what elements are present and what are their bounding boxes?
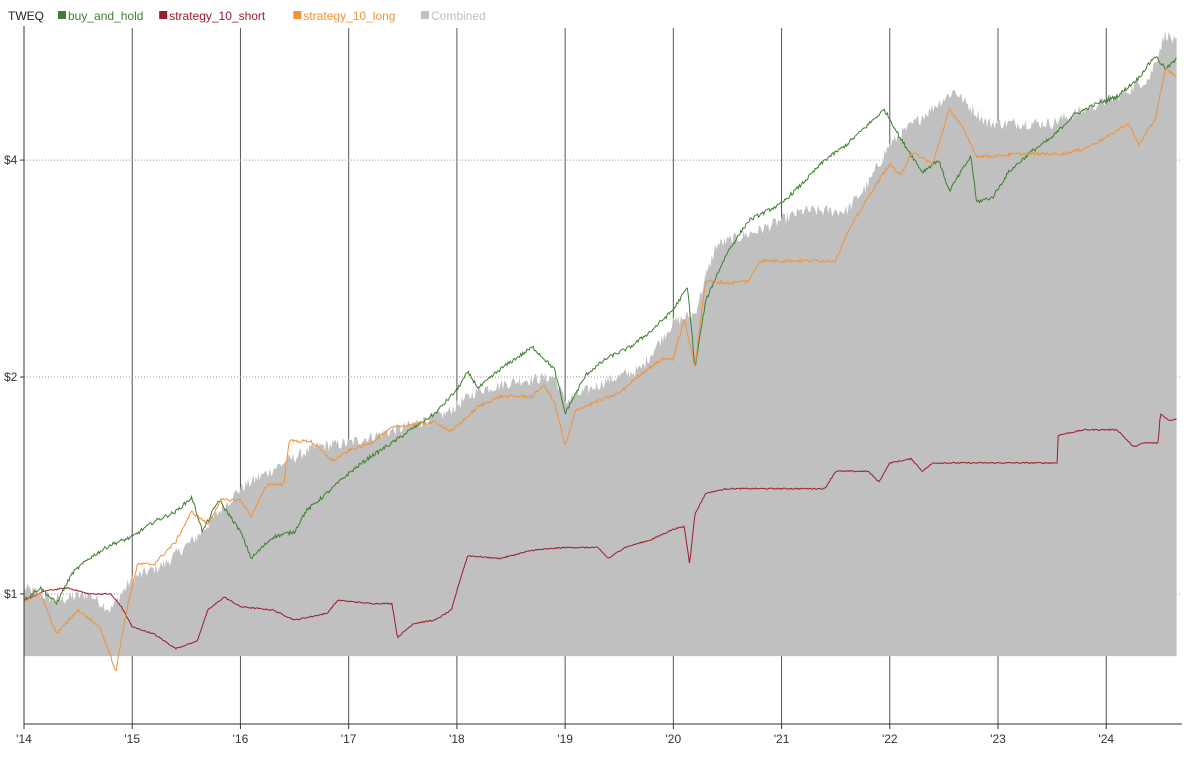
x-tick-label: '18 [449,732,465,746]
legend-swatch-strategy-10-long [293,11,302,19]
chart-title: TWEQ [8,9,44,23]
legend-swatch-buy-and-hold [58,11,66,19]
y-tick-label: $4 [4,153,18,167]
x-tick-label: '17 [341,732,357,746]
legend-label-buy-and-hold: buy_and_hold [68,9,143,23]
chart-legend: TWEQ buy_and_hold strategy_10_short strate… [8,9,486,23]
series-lines-layer [23,55,1177,672]
x-tick-label: '21 [774,732,790,746]
x-tick-label: '15 [124,732,140,746]
legend-swatch-combined [421,11,429,19]
legend-label-strategy-10-short: strategy_10_short [169,9,266,23]
x-tick-label: '24 [1098,732,1114,746]
x-tick-label: '23 [990,732,1006,746]
legend-swatch-strategy-10-short [159,11,168,19]
series-line-buy-and-hold [23,55,1177,606]
legend-label-combined: Combined [431,9,486,23]
x-tick-label: '16 [233,732,249,746]
y-tick-label: $2 [4,370,18,384]
series-area-combined [24,30,1177,657]
x-tick-label: '20 [666,732,682,746]
series-line-strategy-10-long [23,67,1177,672]
x-tick-label: '22 [882,732,898,746]
x-tick-label: '19 [557,732,573,746]
series-line-strategy-10-short [24,413,1177,650]
x-tick-label: '14 [16,732,32,746]
combined-area-layer [24,30,1177,657]
axes-layer: $1 $2 $4 '14 '15 '16 '17 '18 '19 '20 '21 '22 '23 '24 [4,26,1182,746]
y-tick-label: $1 [4,587,18,601]
legend-label-strategy-10-long: strategy_10_long [303,9,395,23]
